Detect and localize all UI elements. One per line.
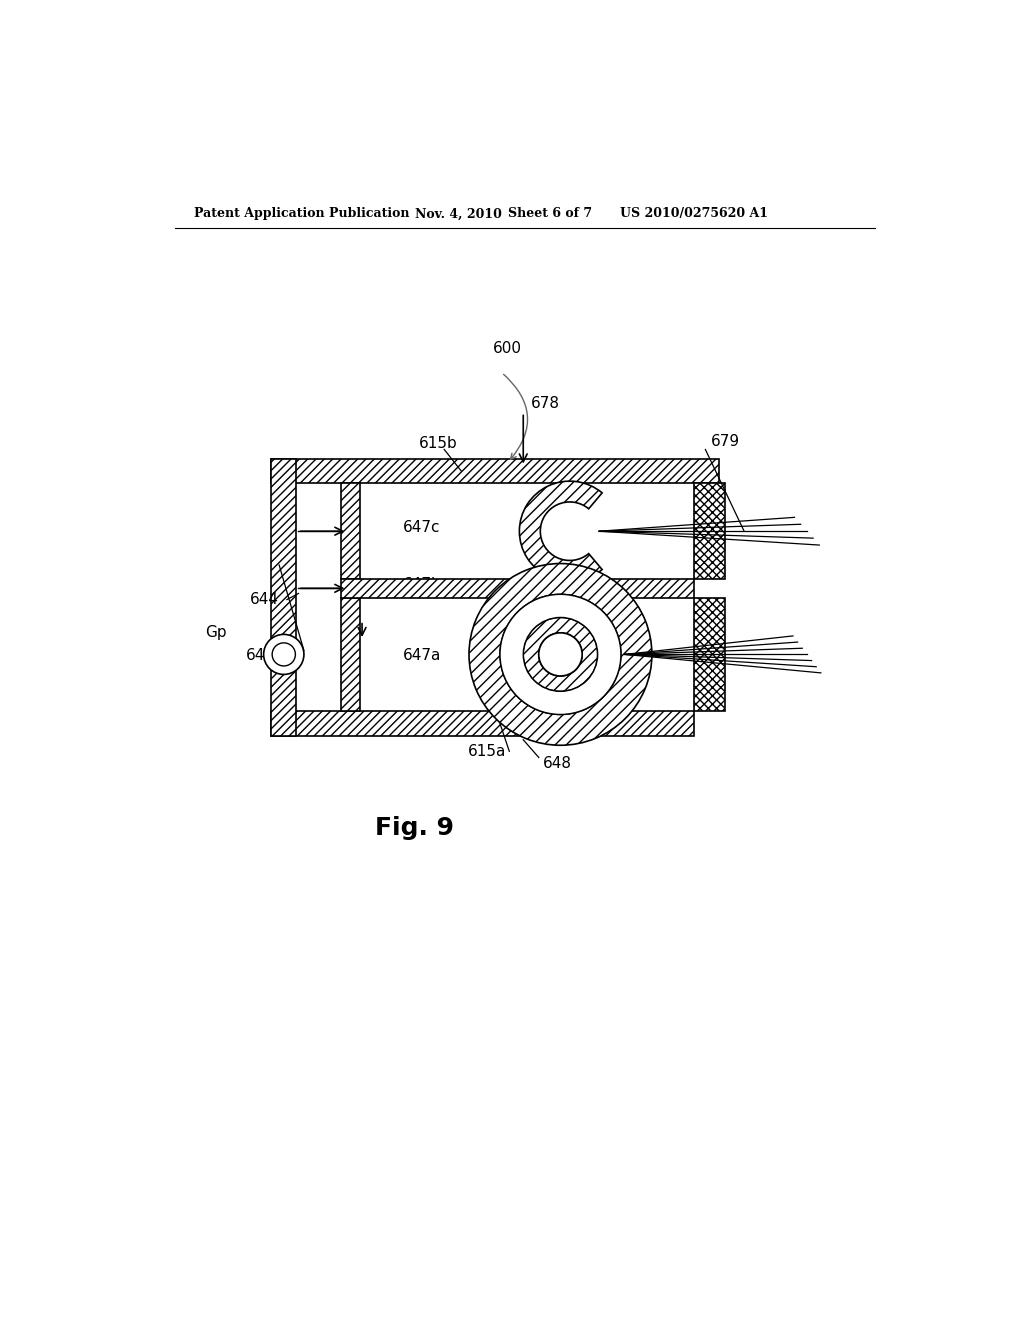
Bar (341, 598, 359, 711)
Text: 615a: 615a (468, 743, 506, 759)
Text: 644: 644 (250, 593, 280, 607)
Wedge shape (469, 564, 652, 746)
Bar (359, 598, 693, 711)
Text: 646: 646 (246, 648, 275, 664)
Bar (693, 598, 725, 711)
Text: US 2010/0275620 A1: US 2010/0275620 A1 (621, 207, 768, 220)
Text: Patent Application Publication: Patent Application Publication (194, 207, 410, 220)
Text: 647a: 647a (403, 648, 441, 663)
Bar (271, 711, 693, 737)
Wedge shape (500, 594, 621, 714)
Circle shape (272, 643, 295, 667)
Text: Gp: Gp (206, 626, 227, 640)
Text: 647b: 647b (403, 577, 442, 591)
Text: Fig. 9: Fig. 9 (375, 816, 455, 841)
Wedge shape (523, 618, 598, 692)
Text: 678: 678 (531, 396, 560, 411)
Text: 648: 648 (543, 756, 571, 771)
Text: 679: 679 (711, 434, 740, 449)
Bar (271, 459, 296, 737)
Bar (341, 579, 693, 598)
Bar (296, 598, 341, 711)
Bar (693, 483, 725, 579)
Text: 615b: 615b (419, 436, 458, 451)
Text: 647c: 647c (403, 520, 440, 535)
Wedge shape (519, 482, 602, 581)
Bar (271, 459, 719, 483)
Circle shape (539, 632, 583, 676)
Bar (359, 483, 693, 579)
Bar (341, 483, 359, 579)
Text: Nov. 4, 2010: Nov. 4, 2010 (415, 207, 502, 220)
Bar (296, 483, 341, 579)
Circle shape (263, 635, 304, 675)
Text: 600: 600 (494, 341, 522, 356)
Text: Sheet 6 of 7: Sheet 6 of 7 (508, 207, 592, 220)
